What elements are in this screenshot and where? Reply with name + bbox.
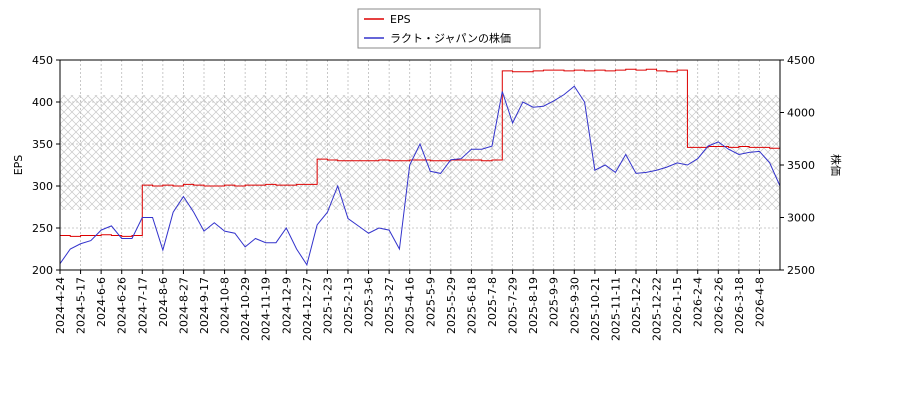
x-tick-label: 2025-9-30 [568, 277, 581, 334]
x-tick-label: 2025-7-8 [486, 277, 499, 327]
x-tick-label: 2025-1-23 [321, 277, 334, 334]
x-tick-label: 2025-12-22 [651, 277, 664, 341]
x-tick-label: 2026-3-18 [733, 277, 746, 334]
x-tick-label: 2024-12-9 [280, 277, 293, 334]
x-tick-label: 2025-11-11 [609, 277, 622, 341]
series-line [60, 68, 780, 237]
x-tick-label: 2026-4-8 [753, 277, 766, 327]
series-line [59, 85, 781, 266]
y2-tick-label: 4000 [787, 107, 815, 120]
y2-tick-label: 3000 [787, 212, 815, 225]
y2-tick-label: 4500 [787, 54, 815, 67]
x-tick-label: 2024-8-6 [157, 277, 170, 327]
y-tick-label: 250 [32, 222, 53, 235]
x-tick-label: 2025-6-18 [465, 277, 478, 334]
x-tick-label: 2024-11-19 [260, 277, 273, 341]
legend-label: ラクト・ジャパンの株価 [390, 31, 511, 45]
x-tick-label: 2024-6-26 [116, 277, 129, 334]
y-tick-label: 400 [32, 96, 53, 109]
band [60, 95, 780, 210]
x-tick-label: 2025-2-13 [342, 277, 355, 334]
x-tick-label: 2026-2-4 [692, 277, 705, 327]
legend-label: EPS [390, 13, 411, 26]
y-tick-label: 350 [32, 138, 53, 151]
x-tick-label: 2025-10-21 [589, 277, 602, 341]
x-tick-label: 2024-10-29 [239, 277, 252, 341]
x-tick-label: 2025-7-29 [507, 277, 520, 334]
x-tick-label: 2025-5-29 [445, 277, 458, 334]
x-tick-label: 2025-8-19 [527, 277, 540, 334]
x-tick-label: 2025-9-9 [548, 277, 561, 327]
x-tick-label: 2024-9-17 [198, 277, 211, 334]
x-tick-label: 2024-6-6 [95, 277, 108, 327]
y2-tick-label: 2500 [787, 264, 815, 277]
y2-tick-label: 3500 [787, 159, 815, 172]
x-tick-label: 2024-10-8 [219, 277, 232, 334]
y-tick-label: 300 [32, 180, 53, 193]
x-tick-label: 2024-8-27 [177, 277, 190, 334]
y-label: EPS [12, 155, 25, 176]
legend-box [357, 8, 541, 49]
x-tick-label: 2025-12-2 [630, 277, 643, 334]
x-tick-label: 2026-1-15 [671, 277, 684, 334]
x-tick-label: 2025-3-6 [363, 277, 376, 327]
y-tick-label: 450 [32, 54, 53, 67]
x-tick-label: 2024-4-24 [54, 277, 67, 334]
legend: EPS ラクト・ジャパンの株価 [357, 8, 541, 49]
x-tick-label: 2024-5-17 [75, 277, 88, 334]
y-tick-label: 200 [32, 264, 53, 277]
x-tick-label: 2024-7-17 [136, 277, 149, 334]
y2-label: 株価 [829, 154, 843, 176]
x-tick-label: 2024-12-27 [301, 277, 314, 341]
x-tick-label: 2025-4-16 [404, 277, 417, 334]
x-tick-label: 2025-3-27 [383, 277, 396, 334]
x-tick-label: 2025-5-9 [424, 277, 437, 327]
x-tick-label: 2026-2-26 [712, 277, 725, 334]
